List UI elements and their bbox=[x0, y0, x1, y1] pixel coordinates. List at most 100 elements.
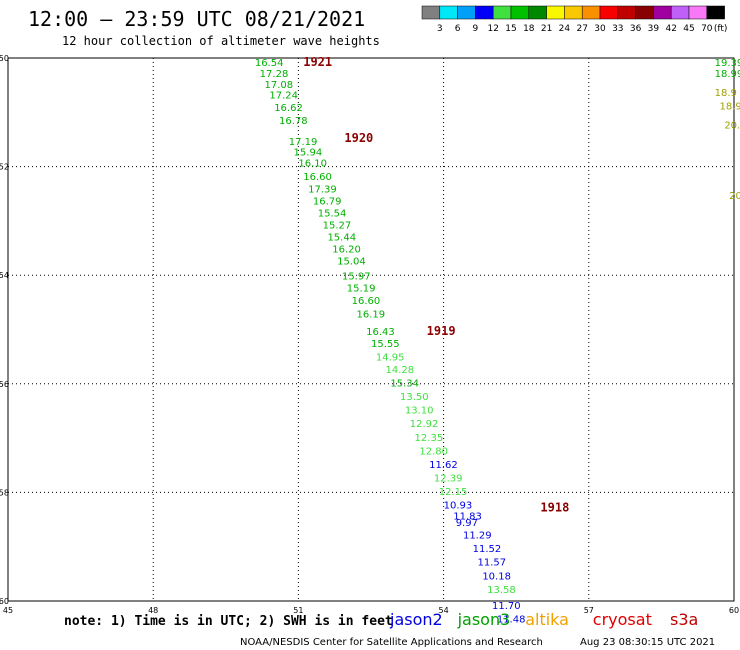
x-tick-label: 60 bbox=[729, 606, 739, 615]
wave-height-point: 16.43 bbox=[366, 327, 395, 338]
satellite-label: altika bbox=[525, 610, 569, 629]
wave-height-point: 17.28 bbox=[260, 69, 289, 80]
wave-height-point: 17.08 bbox=[265, 80, 294, 91]
wave-height-point: 11.57 bbox=[477, 558, 506, 569]
satellite-label: jason2 bbox=[389, 610, 443, 629]
wave-height-point: 15.19 bbox=[347, 283, 376, 294]
wave-height-point: 15.44 bbox=[327, 232, 356, 243]
plot-area-frame bbox=[7, 57, 735, 602]
x-tick-label: 45 bbox=[3, 606, 13, 615]
scale-swatch bbox=[475, 5, 494, 20]
wave-height-point: 16.54 bbox=[255, 58, 284, 69]
scale-label: 42 bbox=[665, 24, 676, 34]
y-tick-label: -58 bbox=[0, 488, 9, 497]
wave-height-point: 16.62 bbox=[274, 103, 303, 114]
y-tick-label: -52 bbox=[0, 163, 9, 172]
wave-height-point: 13.58 bbox=[487, 585, 516, 596]
scale-swatch bbox=[457, 5, 476, 20]
scale-label: 45 bbox=[683, 24, 694, 34]
wave-height-point: 11.62 bbox=[429, 460, 458, 471]
scale-label: 39 bbox=[648, 24, 660, 34]
footer-timestamp: Aug 23 08:30:15 UTC 2021 bbox=[580, 637, 715, 648]
x-tick-label: 54 bbox=[439, 606, 449, 615]
scale-swatch bbox=[706, 5, 725, 20]
scale-swatch bbox=[510, 5, 530, 20]
wave-height-point: 11.70 bbox=[492, 601, 521, 612]
wave-height-point: 15.54 bbox=[318, 209, 347, 220]
scale-label: 30 bbox=[594, 24, 606, 34]
track-time-label: 1921 bbox=[303, 55, 332, 69]
wave-height-point: 15.94 bbox=[294, 148, 323, 159]
chart-subtitle: 12 hour collection of altimeter wave hei… bbox=[62, 34, 380, 48]
scale-label: 15 bbox=[505, 24, 516, 34]
wave-height-point: 19.39 bbox=[715, 58, 740, 69]
wave-height-point: 15.04 bbox=[337, 256, 366, 267]
scale-swatch bbox=[599, 5, 619, 20]
scale-swatch bbox=[492, 5, 512, 20]
grid-lines bbox=[8, 58, 734, 601]
wave-height-point: 11.29 bbox=[463, 531, 492, 542]
scale-swatch bbox=[439, 5, 458, 20]
wave-height-point: 17.24 bbox=[269, 91, 298, 102]
satellite-label: cryosat bbox=[593, 610, 652, 629]
scale-label: 3 bbox=[437, 24, 443, 34]
scale-label: 12 bbox=[487, 24, 498, 34]
scale-label: 9 bbox=[473, 24, 479, 34]
wave-height-point: 16.60 bbox=[303, 172, 332, 183]
wave-height-point: 15.34 bbox=[390, 379, 419, 390]
wave-height-point: 10.93 bbox=[444, 501, 473, 512]
scale-swatch bbox=[688, 5, 708, 20]
wave-height-point: 18.9 bbox=[719, 102, 740, 113]
wave-height-point: 12.35 bbox=[415, 433, 444, 444]
wave-height-point: 17.39 bbox=[308, 185, 337, 196]
track-time-label: 1918 bbox=[540, 500, 569, 514]
wave-height-point: 16.20 bbox=[332, 244, 361, 255]
color-scale-legend: 3 6 9 12 15 18 21 24 27 30 33 36 39 42 45 70 (ft) bbox=[421, 5, 728, 34]
y-tick-label: -60 bbox=[0, 597, 9, 606]
scale-swatch bbox=[528, 5, 547, 20]
scale-swatch bbox=[670, 5, 690, 20]
wave-height-point: 12.39 bbox=[434, 474, 463, 485]
y-tick-label: -54 bbox=[0, 271, 9, 280]
scale-label: 21 bbox=[541, 24, 552, 34]
wave-height-point: 13.10 bbox=[405, 406, 434, 417]
wave-height-point: 17.19 bbox=[289, 137, 318, 148]
satellite-label: s3a bbox=[670, 610, 698, 629]
scale-label: 36 bbox=[630, 24, 642, 34]
scale-label: 6 bbox=[455, 24, 461, 34]
wave-height-point: 10.18 bbox=[482, 571, 511, 582]
x-tick-label: 51 bbox=[293, 606, 303, 615]
chart-title: 12:00 – 23:59 UTC 08/21/2021 bbox=[28, 7, 365, 31]
wave-height-point: 16.78 bbox=[279, 116, 308, 127]
wave-height-point: 16.79 bbox=[313, 197, 342, 208]
wave-height-point: 15.97 bbox=[342, 272, 371, 283]
x-tick-label: 48 bbox=[148, 606, 158, 615]
wave-height-point: 16.10 bbox=[298, 159, 327, 170]
wave-height-point: 12.15 bbox=[439, 487, 468, 498]
wave-height-point: 18.9 bbox=[715, 88, 737, 99]
wave-height-point: 16.19 bbox=[356, 310, 385, 321]
footer-note: note: 1) Time is in UTC; 2) SWH is in fe… bbox=[64, 614, 393, 629]
wave-height-point: 13.50 bbox=[400, 392, 429, 403]
scale-label: 33 bbox=[612, 24, 623, 34]
y-tick-label: -56 bbox=[0, 380, 9, 389]
wave-height-point: 15.27 bbox=[323, 221, 352, 232]
wave-height-point: 18.99 bbox=[715, 69, 740, 80]
wave-height-point: 9.97 bbox=[456, 518, 478, 529]
wave-height-point: 20.0 bbox=[724, 121, 740, 132]
wave-height-point: 14.95 bbox=[376, 352, 405, 363]
wave-height-point: 11.83 bbox=[453, 512, 482, 523]
scale-swatch bbox=[546, 5, 565, 20]
footer-credit: NOAA/NESDIS Center for Satellite Applica… bbox=[240, 637, 543, 648]
satellite-legend: jason2 jason3 altika cryosat s3a bbox=[389, 610, 698, 629]
scale-swatch bbox=[635, 5, 654, 20]
satellite-label: jason3 bbox=[457, 610, 511, 629]
scale-swatch bbox=[653, 5, 672, 20]
wave-height-point: 11.48 bbox=[497, 615, 526, 626]
scale-swatch bbox=[581, 5, 601, 20]
scale-label: 27 bbox=[576, 24, 587, 34]
scale-unit: (ft) bbox=[714, 24, 728, 34]
scale-label: 24 bbox=[559, 24, 571, 34]
x-tick-label: 57 bbox=[584, 606, 594, 615]
